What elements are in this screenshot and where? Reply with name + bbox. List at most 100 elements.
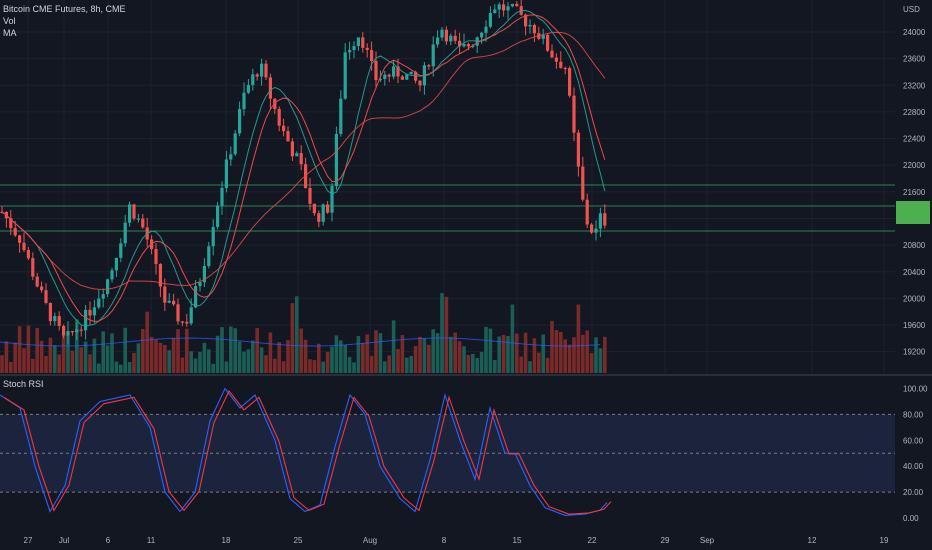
volume-bar: [475, 357, 479, 373]
pane-separator[interactable]: [0, 374, 932, 376]
candle-body: [378, 78, 382, 81]
volume-bar: [603, 336, 607, 373]
candle-body: [260, 63, 264, 77]
volume-bar: [264, 355, 268, 373]
volume-bar: [259, 347, 264, 373]
volume-bar: [132, 352, 136, 373]
candle-body: [510, 3, 514, 7]
volume-bar: [598, 348, 603, 373]
volume-bar: [352, 362, 356, 373]
volume-bar: [462, 346, 466, 373]
price-tick-label: 23600: [903, 55, 926, 64]
volume-bar: [515, 333, 519, 373]
volume-bar: [550, 320, 554, 373]
volume-legend[interactable]: Vol: [3, 16, 16, 26]
volume-bar: [339, 340, 343, 373]
candle-body: [356, 37, 360, 47]
candle-body: [70, 331, 74, 333]
ma-short-line: [1, 10, 606, 327]
volume-bar: [334, 335, 339, 373]
volume-bar: [4, 341, 9, 373]
volume-bar: [431, 329, 435, 373]
candle-body: [471, 45, 475, 47]
time-axis[interactable]: 27 Jul 6 11 18 25 Aug 8 15 22 29 Sep 12 19: [24, 536, 889, 545]
volume-bar: [541, 334, 545, 373]
candle-body: [339, 98, 343, 134]
volume-bar: [418, 336, 422, 373]
volume-bar: [277, 342, 281, 373]
candle-body: [163, 286, 167, 303]
time-axis-bg[interactable]: [0, 528, 932, 550]
volume-bar: [589, 353, 594, 373]
volume-bar: [158, 342, 163, 373]
volume-bar: [198, 351, 202, 373]
candle-body: [603, 213, 607, 226]
ma-legend[interactable]: MA: [3, 28, 17, 38]
price-tick-label: 23200: [903, 81, 926, 90]
candle-body: [400, 76, 404, 80]
volume-bar: [523, 332, 528, 373]
candle-body: [136, 218, 140, 220]
candle-body: [167, 300, 171, 303]
candle-body: [119, 243, 123, 258]
candle-body: [449, 35, 453, 42]
candle-body: [211, 226, 215, 247]
volume-bar: [26, 325, 31, 373]
stoch-tick-label: 60.00: [903, 436, 924, 445]
price-tick-label: 19600: [903, 321, 926, 330]
volume-bar: [237, 341, 242, 373]
time-axis-label: 12: [808, 536, 817, 545]
candle-body: [581, 166, 585, 200]
candle-body: [506, 6, 510, 11]
price-tick-label: 24000: [903, 28, 926, 37]
volume-bar: [356, 336, 361, 373]
volume-bar: [48, 337, 53, 373]
time-axis-label: 27: [24, 536, 33, 545]
candle-body: [62, 325, 66, 336]
candle-body: [396, 66, 400, 77]
candle-body: [101, 294, 105, 299]
volume-bar: [572, 337, 576, 373]
volume-bar: [369, 355, 374, 373]
candle-body: [154, 249, 158, 264]
price-scale[interactable]: 2400023600232002280022400220002160021200…: [903, 5, 926, 357]
volume-bar: [79, 347, 83, 373]
volume-bar: [97, 363, 101, 373]
candle-body: [418, 80, 422, 86]
stoch-scale[interactable]: 100.00 80.00 60.00 40.00 20.00 0.00: [903, 385, 928, 524]
candle-body: [185, 321, 189, 324]
volume-bar: [251, 340, 255, 373]
stoch-rsi-pane[interactable]: [0, 376, 895, 528]
volume-bar: [594, 337, 598, 373]
time-axis-label: 6: [106, 536, 111, 545]
volume-bar: [567, 344, 572, 373]
candle-body: [282, 125, 286, 132]
candle-body: [312, 203, 316, 214]
volume-bar: [440, 293, 444, 373]
candle-body: [308, 187, 312, 204]
candle-body: [431, 44, 435, 67]
candle-body: [224, 159, 228, 188]
chart-title[interactable]: Bitcoin CME Futures, 8h, CME: [3, 4, 126, 14]
volume-bar: [585, 330, 589, 373]
volume-bar: [317, 343, 321, 373]
volume-bar: [290, 303, 295, 373]
volume-bar: [39, 340, 44, 373]
candle-body: [352, 46, 356, 51]
candle-body: [238, 109, 242, 134]
time-axis-label: 25: [294, 536, 303, 545]
volume-bar: [202, 342, 207, 373]
volume-bar: [114, 361, 119, 373]
volume-bar: [427, 344, 431, 373]
candle-body: [79, 329, 83, 331]
volume-bar: [22, 348, 26, 373]
candle-body: [48, 302, 52, 322]
time-axis-label: 29: [661, 536, 670, 545]
volume-bar: [145, 311, 149, 373]
price-tick-label: 21600: [903, 188, 926, 197]
candle-body: [365, 47, 369, 51]
stoch-legend[interactable]: Stoch RSI: [3, 379, 44, 389]
volume-bar: [207, 349, 211, 373]
candle-body: [559, 61, 563, 68]
